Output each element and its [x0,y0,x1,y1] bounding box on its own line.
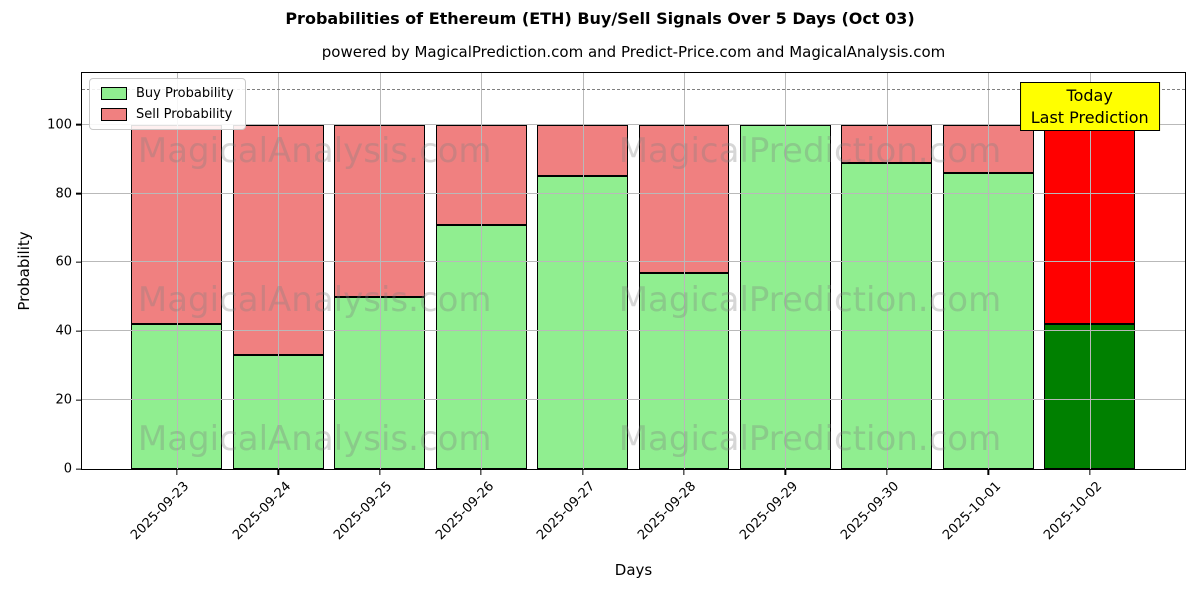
bar-buy-segment [739,124,831,469]
watermark-text: MagicalAnalysis.com [137,130,492,171]
dashed-guide-line [82,89,1185,91]
x-tick-label: 2025-09-23 [128,479,193,544]
x-tick-mark [1088,469,1091,475]
x-tick-mark [987,469,989,475]
x-tick-mark [581,469,584,475]
x-gridline [886,73,888,469]
today-annotation-line2: Last Prediction [1030,107,1149,127]
x-gridline [683,73,685,469]
x-tick-label: 2025-10-01 [939,479,1004,544]
bar-sell-segment [942,124,1034,173]
x-tick-mark [683,469,685,475]
legend-swatch [101,108,127,121]
y-tick-label: 60 [55,254,72,270]
bar-sell-segment [638,124,730,273]
y-tick-mark [76,192,82,195]
x-tick-label: 2025-09-26 [432,479,497,544]
y-tick-mark [76,399,82,401]
x-tick-mark [784,469,787,475]
bar-sell-segment [1044,124,1136,325]
x-gridline [1089,73,1091,469]
y-gridline [82,123,1185,125]
watermark-text: MagicalPrediction.com [618,130,1002,171]
x-tick-label: 2025-09-24 [229,479,294,544]
y-tick-label: 20 [55,392,72,408]
x-gridline [481,73,483,469]
x-tick-mark [480,469,482,475]
watermark-text: MagicalAnalysis.com [137,419,492,460]
y-tick-label: 40 [55,323,72,339]
chart-subtitle: powered by MagicalPrediction.com and Pre… [321,43,946,61]
x-tick-label: 2025-09-25 [331,479,396,544]
x-gridline [379,73,381,469]
today-annotation-line1: Today [1066,86,1113,105]
x-tick-mark [176,469,178,475]
legend-swatch [101,87,127,100]
y-tick-label: 0 [63,461,72,477]
y-axis-label: Probability [15,231,33,311]
plot-area: Buy Probability Sell Probability Today La… [15,72,1186,579]
bar-buy-segment [942,172,1034,469]
x-tick-mark [886,469,888,475]
legend-item: Sell Probability [101,107,234,122]
x-gridline [278,73,280,469]
watermark-text: MagicalAnalysis.com [137,279,492,320]
y-tick-label: 80 [55,186,72,202]
y-gridline [82,261,1185,263]
legend: Buy Probability Sell Probability [89,78,246,130]
x-gridline [785,73,787,469]
today-annotation: Today Last Prediction [1019,82,1160,132]
y-tick-mark [76,468,82,470]
legend-item: Buy Probability [101,86,234,101]
y-gridline [82,399,1185,401]
bar-buy-segment [841,162,933,469]
legend-label: Buy Probability [136,86,234,101]
x-gridline [582,73,584,469]
bar-sell-segment [841,124,933,163]
x-gridline [176,73,178,469]
x-tick-label: 2025-10-02 [1041,479,1106,544]
y-gridline [82,192,1185,194]
watermark-text: MagicalPrediction.com [618,419,1002,460]
y-tick-mark [76,330,82,332]
y-tick-mark [76,124,82,126]
bar-buy-segment [1044,324,1136,469]
x-tick-mark [379,469,381,475]
y-gridline [82,330,1185,332]
x-tick-mark [277,469,279,475]
bar-buy-segment [638,272,730,469]
x-tick-label: 2025-09-27 [534,479,599,544]
x-tick-label: 2025-09-30 [838,479,903,544]
legend-label: Sell Probability [136,107,233,122]
y-tick-label: 100 [47,117,72,133]
x-axis-label: Days [614,561,653,579]
y-tick-mark [76,261,82,264]
chart-title: Probabilities of Ethereum (ETH) Buy/Sell… [285,9,915,28]
x-tick-label: 2025-09-29 [736,479,801,544]
watermark-text: MagicalPrediction.com [618,279,1002,320]
x-gridline [988,73,990,469]
x-tick-label: 2025-09-28 [635,479,700,544]
